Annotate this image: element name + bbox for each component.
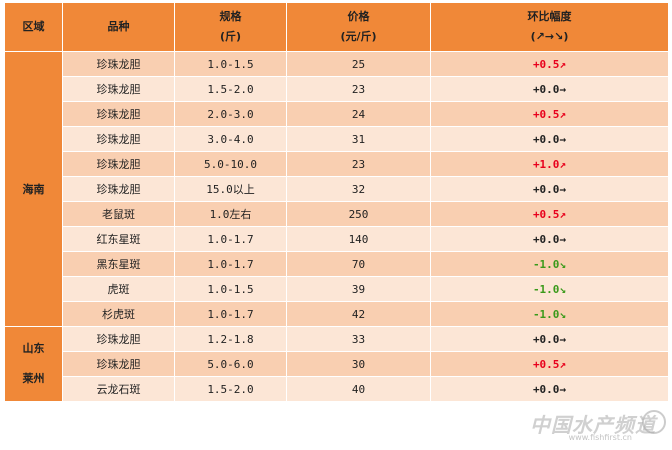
variety-cell: 珍珠龙胆	[62, 101, 175, 127]
price-cell: 32	[286, 176, 431, 202]
price-cell: 40	[286, 376, 431, 402]
header-change-unit: (↗→↘)	[530, 30, 569, 43]
region-laizhou: 莱州	[22, 372, 45, 385]
table-row: 海南 珍珠龙胆 1.0-1.5 25 +0.5↗	[4, 51, 669, 327]
variety-cell: 珍珠龙胆	[62, 51, 175, 77]
header-variety: 品种	[62, 2, 175, 52]
variety-cell: 珍珠龙胆	[62, 151, 175, 177]
spec-cell: 1.5-2.0	[174, 376, 287, 402]
spec-cell: 1.5-2.0	[174, 76, 287, 102]
table-row: 珍珠龙胆 1.5-2.0 23 +0.0→	[5, 76, 669, 102]
variety-cell: 珍珠龙胆	[62, 76, 175, 102]
header-price: 价格 (元/斤)	[286, 2, 431, 52]
watermark: 中国水产频道	[530, 413, 656, 437]
spec-cell: 1.0左右	[174, 201, 287, 227]
change-cell: +0.0→	[430, 226, 669, 252]
variety-cell: 珍珠龙胆	[62, 326, 175, 352]
change-cell: -1.0↘	[430, 251, 669, 277]
variety-cell: 珍珠龙胆	[62, 351, 175, 377]
spec-cell: 3.0-4.0	[174, 126, 287, 152]
spec-cell: 1.0-1.5	[174, 51, 287, 77]
change-cell: +1.0↗	[430, 151, 669, 177]
variety-cell: 红东星斑	[62, 226, 175, 252]
header-price-unit: (元/斤)	[340, 30, 377, 43]
table-row: 红东星斑 1.0-1.7 140 +0.0→	[5, 226, 669, 252]
spec-cell: 5.0-10.0	[174, 151, 287, 177]
spec-cell: 5.0-6.0	[174, 351, 287, 377]
change-cell: +0.5↗	[430, 201, 669, 227]
change-cell: +0.0→	[430, 76, 669, 102]
header-price-label: 价格	[347, 10, 370, 23]
price-cell: 23	[286, 151, 431, 177]
table-row: 虎斑 1.0-1.5 39 -1.0↘	[5, 276, 669, 302]
change-cell: +0.0→	[430, 176, 669, 202]
table-row: 黑东星斑 1.0-1.7 70 -1.0↘	[5, 251, 669, 277]
spec-cell: 2.0-3.0	[174, 101, 287, 127]
price-cell: 31	[286, 126, 431, 152]
change-cell: +0.0→	[430, 376, 669, 402]
variety-cell: 云龙石斑	[62, 376, 175, 402]
table-row: 山东 莱州 珍珠龙胆 1.2-1.8 33 +0.0→	[4, 326, 669, 402]
table-row: 云龙石斑 1.5-2.0 40 +0.0→	[5, 376, 669, 402]
price-cell: 140	[286, 226, 431, 252]
change-cell: +0.0→	[430, 126, 669, 152]
region-hainan: 海南	[4, 51, 63, 327]
region-shandong-laizhou: 山东 莱州	[4, 326, 63, 402]
variety-cell: 虎斑	[62, 276, 175, 302]
change-cell: +0.5↗	[430, 101, 669, 127]
header-change: 环比幅度 (↗→↘)	[430, 2, 669, 52]
table-row: 老鼠斑 1.0左右 250 +0.5↗	[5, 201, 669, 227]
spec-cell: 1.0-1.7	[174, 226, 287, 252]
globe-icon	[642, 410, 666, 434]
price-table: 区域 品种 规格 (斤) 价格 (元/斤) 环比幅度 (↗→↘) 海南 珍珠龙胆 1…	[4, 2, 669, 402]
table-row: 珍珠龙胆 2.0-3.0 24 +0.5↗	[5, 101, 669, 127]
change-cell: +0.5↗	[430, 51, 669, 77]
spec-cell: 1.0-1.5	[174, 276, 287, 302]
table-row: 珍珠龙胆 5.0-10.0 23 +1.0↗	[5, 151, 669, 177]
price-cell: 42	[286, 301, 431, 327]
variety-cell: 珍珠龙胆	[62, 176, 175, 202]
spec-cell: 1.0-1.7	[174, 251, 287, 277]
table-row: 珍珠龙胆 5.0-6.0 30 +0.5↗	[5, 351, 669, 377]
table-header-row: 区域 品种 规格 (斤) 价格 (元/斤) 环比幅度 (↗→↘)	[4, 2, 669, 52]
price-cell: 39	[286, 276, 431, 302]
header-spec: 规格 (斤)	[174, 2, 287, 52]
variety-cell: 珍珠龙胆	[62, 126, 175, 152]
price-cell: 23	[286, 76, 431, 102]
spec-cell: 1.2-1.8	[174, 326, 287, 352]
price-cell: 24	[286, 101, 431, 127]
variety-cell: 杉虎斑	[62, 301, 175, 327]
price-cell: 30	[286, 351, 431, 377]
table-row: 珍珠龙胆 3.0-4.0 31 +0.0→	[5, 126, 669, 152]
region-shandong: 山东	[22, 342, 45, 355]
header-region: 区域	[4, 2, 63, 52]
change-cell: -1.0↘	[430, 301, 669, 327]
table-row: 杉虎斑 1.0-1.7 42 -1.0↘	[5, 301, 669, 327]
header-change-label: 环比幅度	[527, 10, 572, 23]
price-cell: 33	[286, 326, 431, 352]
spec-cell: 1.0-1.7	[174, 301, 287, 327]
price-cell: 70	[286, 251, 431, 277]
header-spec-label: 规格	[219, 10, 242, 23]
price-cell: 25	[286, 51, 431, 77]
variety-cell: 老鼠斑	[62, 201, 175, 227]
watermark-url: www.fishfirst.cn	[568, 433, 632, 442]
variety-cell: 黑东星斑	[62, 251, 175, 277]
change-cell: +0.5↗	[430, 351, 669, 377]
header-spec-unit: (斤)	[219, 30, 242, 43]
change-cell: -1.0↘	[430, 276, 669, 302]
table-row: 珍珠龙胆 15.0以上 32 +0.0→	[5, 176, 669, 202]
change-cell: +0.0→	[430, 326, 669, 352]
price-cell: 250	[286, 201, 431, 227]
spec-cell: 15.0以上	[174, 176, 287, 202]
